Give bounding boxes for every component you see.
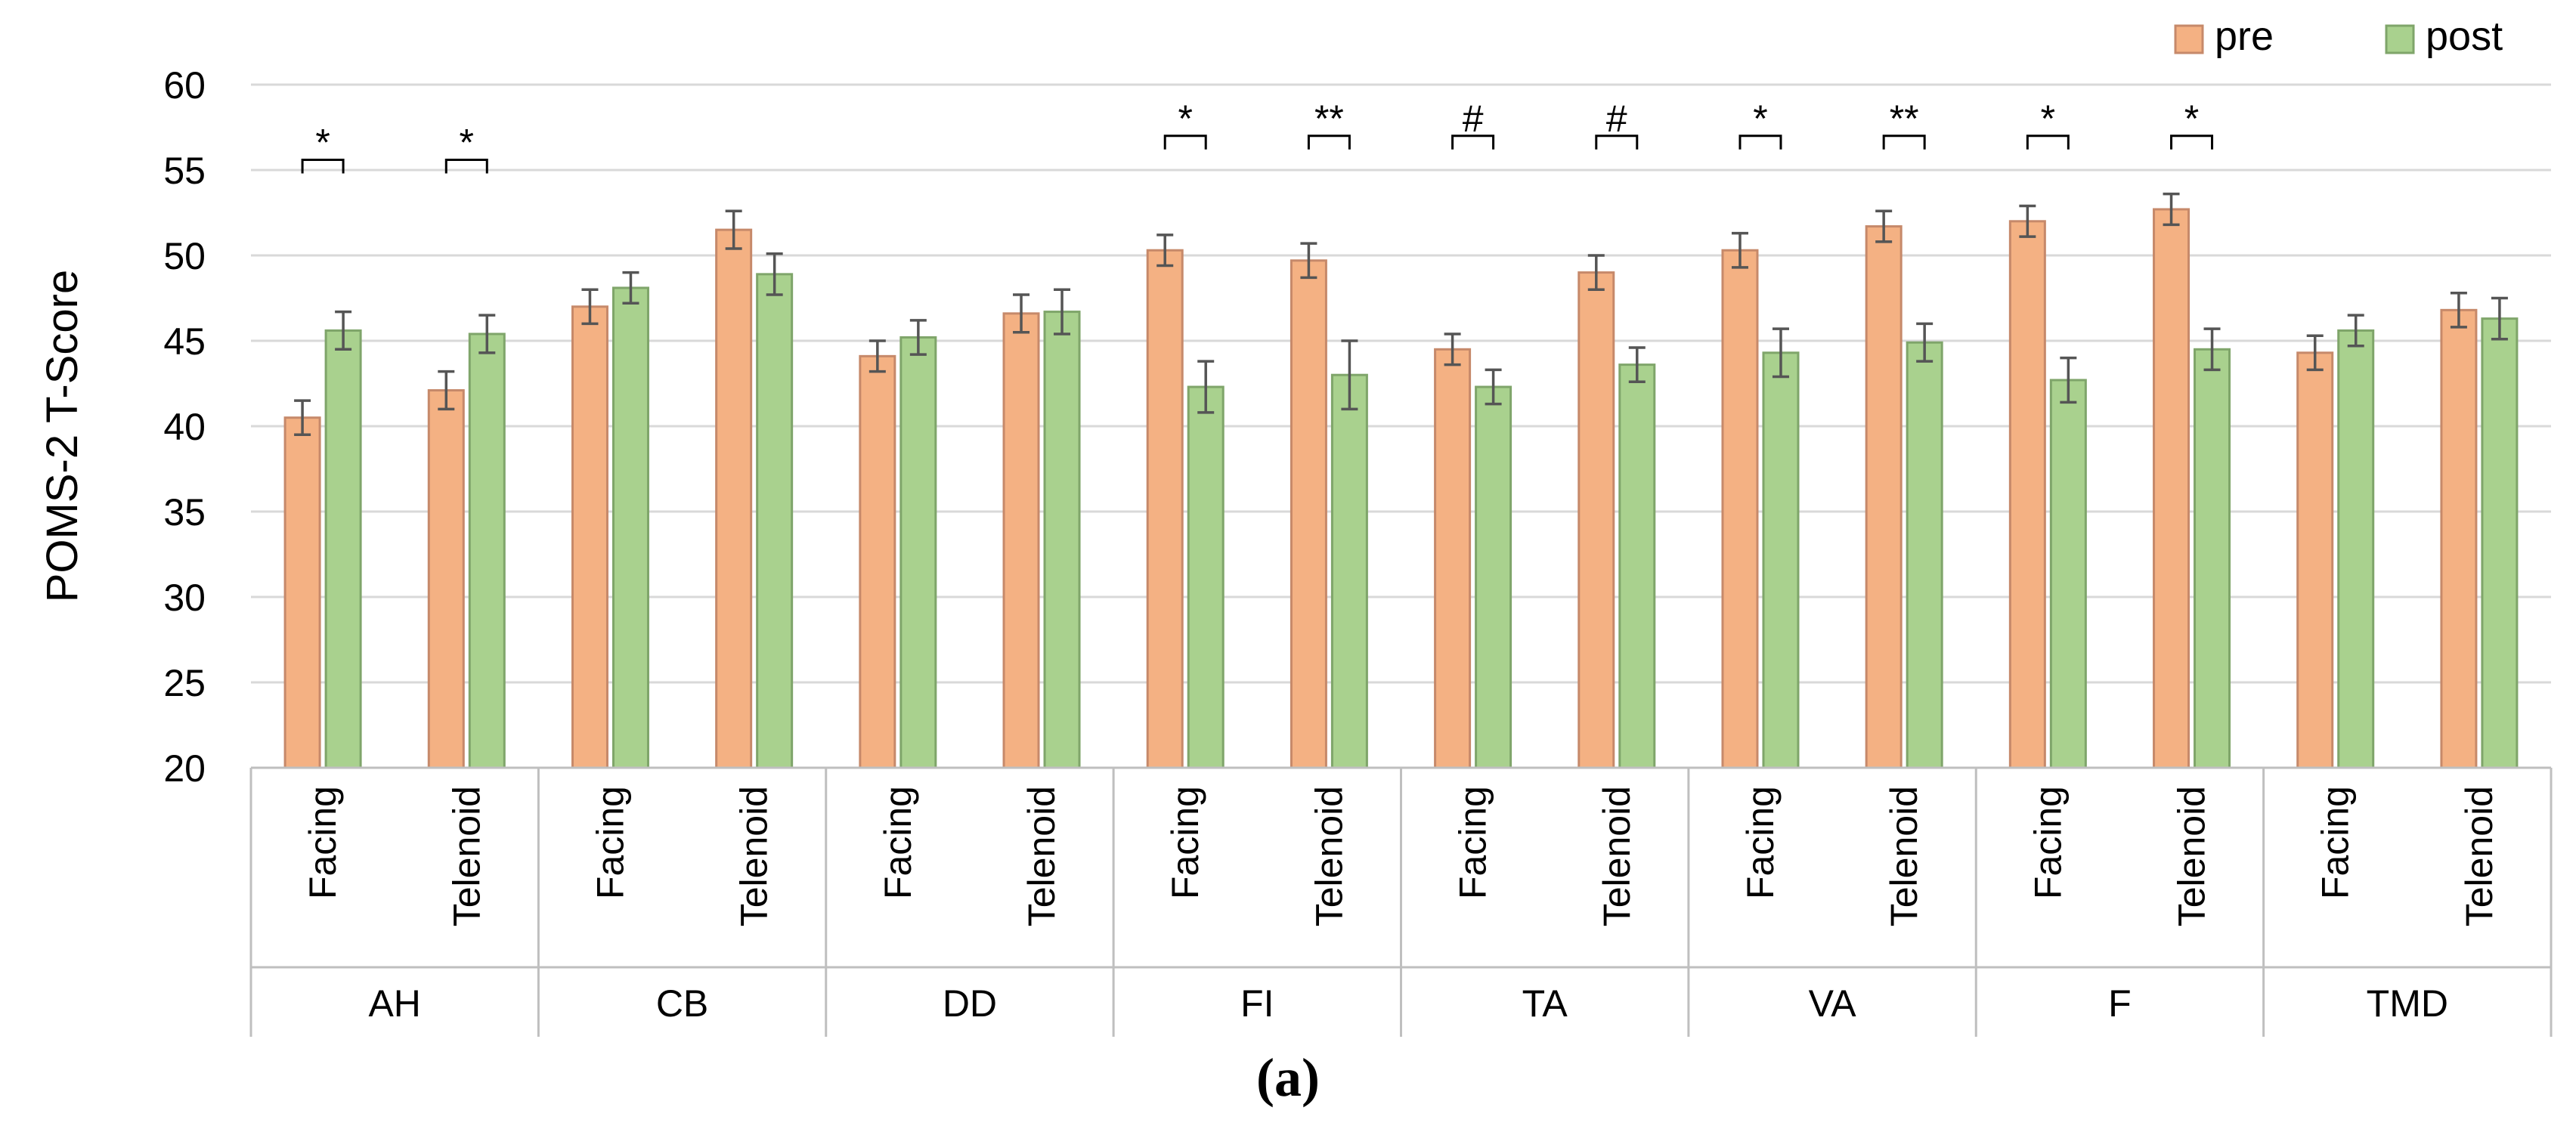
- group-label: AH: [368, 982, 420, 1025]
- significance-label: *: [2041, 97, 2055, 140]
- bar-pre: [571, 305, 608, 769]
- significance-bracket: [444, 158, 488, 174]
- y-tick-label: 20: [163, 747, 206, 790]
- significance-bracket: [301, 158, 345, 174]
- bar-post: [468, 332, 506, 769]
- y-tick-label: 35: [163, 491, 206, 533]
- y-tick-label: 30: [163, 577, 206, 619]
- bar-pre: [2153, 208, 2191, 769]
- bar-post: [1618, 363, 1656, 769]
- legend-label-post: post: [2426, 14, 2503, 59]
- x-tick-label: Telenoid: [1596, 786, 1638, 926]
- significance-label: *: [1178, 97, 1192, 140]
- x-tick-label: Facing: [1164, 786, 1206, 899]
- significance-label: #: [1463, 97, 1484, 140]
- significance-bracket: [1307, 135, 1351, 150]
- bar-pre: [1721, 249, 1759, 769]
- bar-pre: [2296, 351, 2334, 769]
- group-label: F: [2108, 982, 2132, 1025]
- y-tick-label: 45: [163, 320, 206, 363]
- bar-pre: [1146, 249, 1184, 769]
- bar-pre: [1434, 348, 1472, 769]
- significance-label: *: [315, 121, 330, 163]
- y-tick-label: 40: [163, 406, 206, 448]
- x-tick-label: Facing: [1452, 786, 1494, 899]
- significance-bracket: [2026, 135, 2070, 150]
- x-tick-label: Telenoid: [1020, 786, 1063, 926]
- x-tick-label: Telenoid: [1883, 786, 1925, 926]
- y-tick-label: 50: [163, 235, 206, 277]
- legend-swatch-post: [2385, 24, 2415, 54]
- legend: pre post: [2174, 14, 2503, 59]
- bar-post: [1187, 385, 1225, 769]
- y-axis-label: POMS-2 T-Score: [38, 270, 87, 603]
- group-label: CB: [656, 982, 708, 1025]
- bar-post: [1475, 385, 1512, 769]
- bar-pre: [2008, 220, 2046, 769]
- figure-caption: (a): [1256, 1047, 1320, 1108]
- group-label: TA: [1522, 982, 1568, 1025]
- bar-post: [1906, 341, 1943, 769]
- bar-pre: [715, 228, 753, 769]
- bar-post: [324, 329, 362, 769]
- bar-pre: [1002, 312, 1040, 769]
- significance-bracket: [1163, 135, 1207, 150]
- bar-pre: [859, 354, 896, 769]
- legend-label-pre: pre: [2215, 14, 2274, 59]
- bar-post: [1330, 373, 1368, 769]
- bar-post: [1762, 351, 1800, 769]
- bar-post: [756, 273, 794, 769]
- x-tick-label: Facing: [1739, 786, 1782, 899]
- significance-bracket: [2170, 135, 2214, 150]
- bar-post: [2194, 348, 2231, 769]
- x-tick-label: Telenoid: [733, 786, 776, 926]
- legend-swatch-pre: [2174, 24, 2204, 54]
- bar-pre: [283, 416, 321, 769]
- bar-post: [2049, 379, 2087, 769]
- bar-pre: [2440, 308, 2478, 769]
- x-tick-label: Telenoid: [1308, 786, 1350, 926]
- bar-post: [2337, 329, 2375, 769]
- significance-bracket: [1451, 135, 1495, 150]
- x-tick-label: Telenoid: [445, 786, 488, 926]
- significance-label: *: [460, 121, 474, 163]
- x-tick-label: Facing: [302, 786, 344, 899]
- group-label: TMD: [2367, 982, 2448, 1025]
- y-axis: 20 25 30 35 40 45 50 55 60: [163, 64, 206, 790]
- bar-pre: [1290, 259, 1327, 769]
- bar-post: [1043, 311, 1081, 769]
- group-label: DD: [943, 982, 997, 1025]
- bar-pre: [427, 389, 465, 769]
- significance-label: *: [2184, 97, 2199, 140]
- significance-label: **: [1314, 97, 1344, 140]
- x-tick-label: Telenoid: [2458, 786, 2500, 926]
- significance-label: *: [1753, 97, 1767, 140]
- y-tick-label: 60: [163, 64, 206, 107]
- bar-pre: [1577, 271, 1615, 769]
- significance-bracket: [1595, 135, 1639, 150]
- bar-post: [611, 286, 649, 769]
- significance-bracket: [1738, 135, 1782, 150]
- significance-label: **: [1890, 97, 1919, 140]
- group-label: VA: [1809, 982, 1857, 1025]
- x-tick-label: Facing: [877, 786, 919, 899]
- significance-label: #: [1606, 97, 1627, 140]
- x-tick-label: Telenoid: [2171, 786, 2213, 926]
- significance-bracket: [1882, 135, 1926, 150]
- x-tick-label: Facing: [2026, 786, 2069, 899]
- x-axis: Facing Telenoid AH Facing Telenoid CB Facing Te…: [249, 766, 2553, 1037]
- x-tick-label: Facing: [589, 786, 631, 899]
- bar-post: [2481, 317, 2519, 769]
- y-tick-label: 25: [163, 662, 206, 704]
- bar-pre: [1865, 225, 1903, 769]
- group-label: FI: [1240, 982, 1274, 1025]
- y-tick-label: 55: [163, 150, 206, 192]
- x-tick-label: Facing: [2314, 786, 2357, 899]
- bar-post: [899, 336, 937, 769]
- significance-annotations: * ** ** # # * ** * *: [301, 97, 2214, 174]
